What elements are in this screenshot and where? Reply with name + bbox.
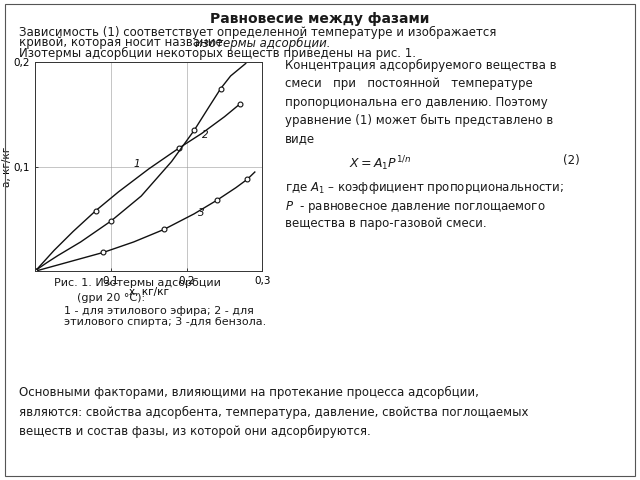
Text: Основными факторами, влияющими на протекание процесса адсорбции,: Основными факторами, влияющими на протек…: [19, 386, 479, 399]
Text: Концентрация адсорбируемого вещества в: Концентрация адсорбируемого вещества в: [285, 59, 556, 72]
Text: смеси   при   постоянной   температуре: смеси при постоянной температуре: [285, 77, 532, 90]
Text: изотермы адсорбции.: изотермы адсорбции.: [195, 36, 331, 49]
Text: этилового спирта; 3 -для бензола.: этилового спирта; 3 -для бензола.: [64, 317, 266, 327]
Text: кривой, которая носит название: кривой, которая носит название: [19, 36, 227, 49]
Text: $X = A_1 P^{1/n}$: $X = A_1 P^{1/n}$: [349, 154, 412, 173]
Text: 1 - для этилового эфира; 2 - для: 1 - для этилового эфира; 2 - для: [64, 306, 254, 316]
Text: Равновесие между фазами: Равновесие между фазами: [211, 12, 429, 26]
Text: Зависимость (1) соответствует определенной температуре и изображается: Зависимость (1) соответствует определенн…: [19, 26, 497, 39]
Text: 1: 1: [134, 159, 140, 169]
Text: являются: свойства адсорбента, температура, давление, свойства поглощаемых: являются: свойства адсорбента, температу…: [19, 406, 529, 419]
X-axis label: x, кг/кг: x, кг/кг: [129, 288, 169, 298]
Text: веществ и состав фазы, из которой они адсорбируются.: веществ и состав фазы, из которой они ад…: [19, 425, 371, 438]
Text: Рис. 1. Изотермы адсорбции: Рис. 1. Изотермы адсорбции: [54, 278, 221, 288]
Text: где $A_1$ – коэффициент пропорциональности;: где $A_1$ – коэффициент пропорциональнос…: [285, 180, 564, 196]
Text: Изотермы адсорбции некоторых веществ приведены на рис. 1.: Изотермы адсорбции некоторых веществ при…: [19, 47, 416, 60]
Text: (2): (2): [563, 154, 580, 167]
Text: (gри 20 °C):: (gри 20 °C):: [77, 293, 145, 303]
Text: виде: виде: [285, 132, 315, 145]
Text: 3: 3: [198, 208, 205, 218]
Text: 2: 2: [202, 130, 209, 140]
Text: уравнение (1) может быть представлено в: уравнение (1) может быть представлено в: [285, 114, 553, 127]
Text: пропорциональна его давлению. Поэтому: пропорциональна его давлению. Поэтому: [285, 96, 548, 108]
Text: вещества в паро-газовой смеси.: вещества в паро-газовой смеси.: [285, 217, 486, 230]
Text: $P$  - равновесное давление поглощаемого: $P$ - равновесное давление поглощаемого: [285, 199, 545, 215]
Y-axis label: a, кг/кг: a, кг/кг: [3, 147, 12, 187]
